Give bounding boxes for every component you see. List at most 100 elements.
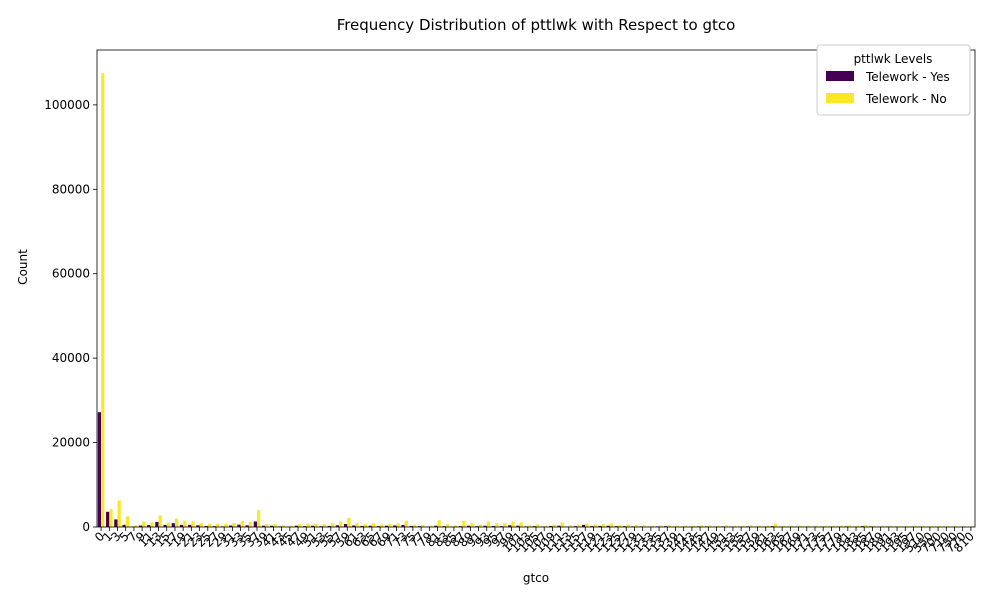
bar-no-139	[675, 525, 679, 527]
bar-no-19	[183, 520, 187, 527]
bar-yes-93	[483, 525, 487, 527]
bar-yes-47	[294, 525, 299, 527]
bar-yes-53	[319, 526, 323, 527]
bar-no-171	[806, 525, 811, 527]
legend-label-yes: Telework - Yes	[865, 70, 950, 84]
bar-no-193	[897, 526, 901, 527]
bar-no-700	[938, 526, 942, 527]
bar-yes-35	[245, 525, 249, 527]
bar-yes-31	[229, 525, 233, 527]
bar-no-155	[741, 525, 745, 527]
bar-yes-95	[491, 525, 495, 527]
bar-yes-9	[138, 525, 143, 527]
bar-no-51	[314, 523, 318, 527]
bar-no-11	[150, 522, 154, 527]
bar-no-53	[322, 524, 326, 527]
bar-no-119	[593, 524, 597, 527]
bar-yes-163	[770, 526, 774, 527]
bar-no-510	[921, 526, 925, 527]
bar-no-125	[618, 524, 622, 527]
bar-no-810	[970, 526, 975, 527]
chart-title: Frequency Distribution of pttlwk with Re…	[337, 16, 736, 34]
bar-yes-11	[147, 525, 151, 527]
bar-no-37	[257, 510, 261, 527]
bar-no-151	[724, 525, 729, 527]
bar-no-69	[388, 524, 392, 527]
bar-no-1	[109, 509, 113, 527]
axes-frame	[96, 49, 976, 528]
bar-no-41	[273, 524, 277, 527]
bar-no-21	[191, 521, 195, 527]
bar-no-183	[856, 525, 860, 527]
bar-no-25	[207, 523, 212, 527]
bar-yes-15	[163, 524, 167, 527]
plot-area	[96, 49, 976, 528]
bar-yes-57	[335, 525, 340, 527]
bar-no-161	[765, 525, 770, 527]
bar-yes-13	[155, 521, 159, 527]
bar-no-169	[798, 525, 802, 527]
bar-yes-123	[606, 525, 610, 527]
bar-yes-81	[434, 525, 438, 527]
y-tick-label: 80000	[52, 182, 90, 196]
bar-yes-0	[97, 412, 102, 527]
bar-no-153	[732, 525, 737, 527]
bar-no-43	[281, 525, 285, 527]
bar-yes-137	[664, 526, 668, 527]
bar-no-109	[552, 524, 556, 527]
bar-yes-59	[343, 524, 348, 527]
bar-no-113	[568, 525, 573, 527]
bar-no-165	[782, 525, 786, 527]
bar-no-133	[650, 525, 655, 527]
bar-no-7	[133, 525, 138, 527]
bar-yes-63	[360, 525, 364, 527]
bar-no-181	[847, 525, 852, 527]
bar-no-135	[659, 525, 663, 527]
bar-no-117	[585, 523, 589, 527]
bar-no-157	[749, 525, 753, 527]
bar-no-105	[536, 524, 540, 527]
bar-yes-87	[458, 526, 463, 527]
legend-swatch-no	[826, 93, 854, 103]
bar-yes-39	[261, 525, 266, 527]
bar-no-77	[421, 524, 425, 527]
bar-yes-115	[573, 526, 578, 527]
bar-no-173	[814, 525, 819, 527]
bar-yes-69	[385, 525, 389, 527]
bar-no-27	[215, 523, 220, 527]
bar-yes-51	[311, 525, 315, 527]
bar-no-61	[355, 523, 359, 527]
bar-yes-17	[171, 523, 175, 527]
bar-no-71	[396, 523, 400, 527]
bar-no-95	[494, 523, 499, 527]
legend: pttlwk Levels Telework - Yes Telework - …	[816, 44, 971, 116]
bar-no-45	[289, 525, 294, 527]
bar-no-23	[199, 523, 203, 527]
bar-no-145	[700, 525, 704, 527]
bar-no-115	[577, 524, 581, 527]
bar-yes-3	[114, 519, 118, 527]
bar-no-175	[823, 525, 827, 527]
bar-no-63	[363, 524, 367, 527]
bar-no-99	[511, 521, 515, 527]
bar-no-97	[503, 523, 507, 527]
bar-yes-19	[179, 524, 184, 527]
bar-yes-25	[204, 525, 208, 527]
bar-yes-89	[467, 525, 471, 527]
bar-yes-117	[581, 524, 586, 527]
bar-no-550	[929, 526, 934, 527]
x-axis: 0135791113151719212325272931333537394143…	[92, 527, 977, 555]
bar-no-177	[831, 525, 835, 527]
bar-no-83	[445, 524, 450, 527]
legend-title: pttlwk Levels	[854, 52, 933, 66]
bar-yes-127	[622, 526, 627, 527]
bar-no-127	[626, 524, 630, 527]
y-tick-label: 0	[82, 520, 90, 534]
bar-yes-125	[614, 526, 619, 527]
y-axis: 0 20000 40000 60000 80000 100000	[44, 98, 97, 534]
legend-box	[816, 44, 971, 116]
bar-no-111	[560, 522, 564, 527]
bar-yes-1	[106, 511, 110, 527]
bar-no-57	[339, 521, 343, 527]
